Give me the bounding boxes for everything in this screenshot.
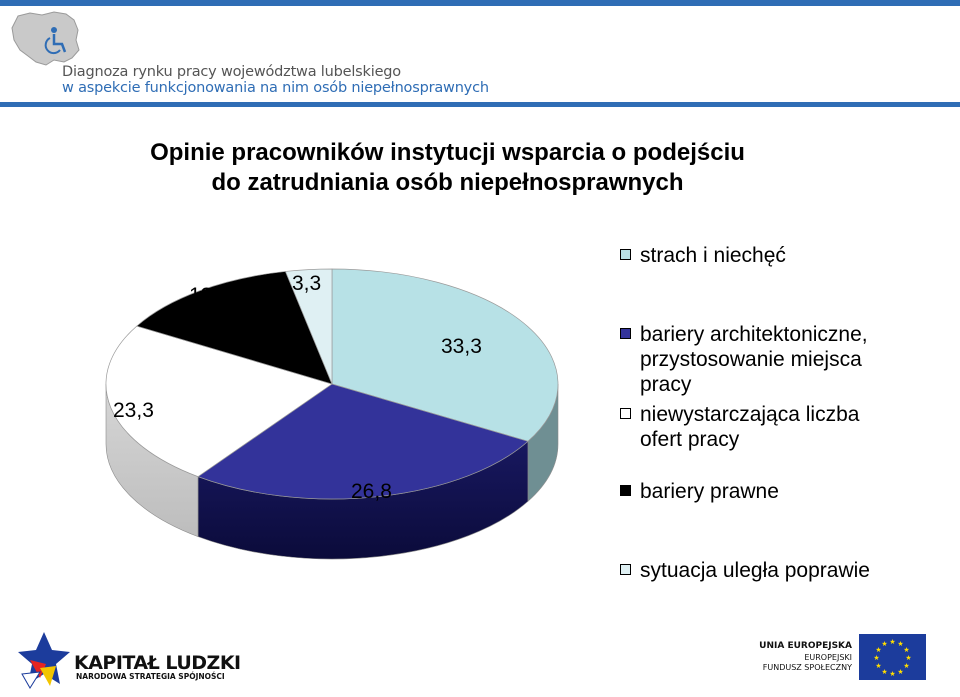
svg-text:★: ★: [881, 668, 887, 676]
pie-data-label-3: 13,3: [189, 284, 230, 307]
legend-label-bariery-prawne: bariery prawne: [640, 480, 779, 503]
kapital-ludzki-title: KAPITAŁ LUDZKI: [74, 652, 241, 674]
pie-data-label-2: 23,3: [113, 399, 154, 422]
legend-swatch-niewystarczajaca: [620, 408, 631, 419]
svg-text:★: ★: [903, 646, 909, 654]
eu-label-line-2: EUROPEJSKI: [804, 653, 852, 662]
svg-text:★: ★: [881, 640, 887, 648]
eu-label-line-3: FUNDUSZ SPOŁECZNY: [762, 663, 852, 672]
eu-stars-icon: ★ ★★ ★★★ ★★★ ★★★: [873, 638, 911, 678]
svg-text:★: ★: [889, 670, 895, 678]
pie-data-label-0: 33,3: [441, 335, 482, 358]
eu-flag-icon: ★ ★ ★ ★ ★ ★ ★ ★ ★ ★ ★ ★: [859, 634, 926, 680]
pie-slice-3: [136, 271, 333, 385]
legend-label-line: niewystarczająca liczba: [640, 403, 860, 426]
svg-text:★: ★: [905, 654, 911, 662]
eu-label-line-1: UNIA EUROPEJSKA: [759, 641, 852, 651]
legend-swatch-sytuacja: [620, 564, 631, 575]
pie-data-label-4: 3,3: [292, 272, 321, 295]
legend-label-sytuacja: sytuacja uległa poprawie: [640, 559, 870, 582]
legend-label-bariery-architektoniczne: bariery architektoniczne, przystosowanie…: [640, 322, 940, 397]
svg-text:★: ★: [875, 662, 881, 670]
poland-map-logo: [11, 11, 80, 66]
chart-title-line-2: do zatrudniania osób niepełnosprawnych: [211, 169, 684, 196]
header-title-line-2: w aspekcie funkcjonowania na nim osób ni…: [62, 80, 489, 96]
kapital-ludzki-subtitle: NARODOWA STRATEGIA SPÓJNOŚCI: [76, 672, 225, 681]
pie-slice-4: [284, 268, 333, 385]
svg-text:★: ★: [903, 662, 909, 670]
legend-swatch-bariery-prawne: [620, 485, 631, 496]
chart-title-line-1: Opinie pracowników instytucji wsparcia o…: [150, 139, 745, 166]
svg-text:★: ★: [875, 646, 881, 654]
chart-title: Opinie pracowników instytucji wsparcia o…: [0, 138, 895, 198]
legend-label-line: bariery architektoniczne,: [640, 323, 868, 346]
legend-label-line: przystosowanie miejsca: [640, 348, 862, 371]
legend-label-strach: strach i niechęć: [640, 244, 786, 267]
legend-label-line: pracy: [640, 373, 692, 396]
pie-slice-2: [105, 325, 333, 478]
legend-label-niewystarczajaca: niewystarczająca liczba ofert pracy: [640, 402, 940, 452]
header-top-bar: [0, 0, 960, 6]
svg-text:★: ★: [897, 640, 903, 648]
header-title-line-1: Diagnoza rynku pracy województwa lubelsk…: [62, 64, 401, 80]
header-bottom-rule: [0, 102, 960, 107]
svg-text:★: ★: [897, 668, 903, 676]
legend-swatch-strach: [620, 249, 631, 260]
pie-slice-1: [197, 383, 529, 500]
kapital-ludzki-logo: [18, 632, 70, 689]
svg-text:★: ★: [889, 638, 895, 646]
svg-text:★: ★: [873, 654, 879, 662]
pie-data-label-1: 26,8: [351, 480, 392, 503]
pie-slice-0: [331, 268, 559, 442]
legend-label-line: ofert pracy: [640, 428, 740, 451]
legend-swatch-bariery-architektoniczne: [620, 328, 631, 339]
